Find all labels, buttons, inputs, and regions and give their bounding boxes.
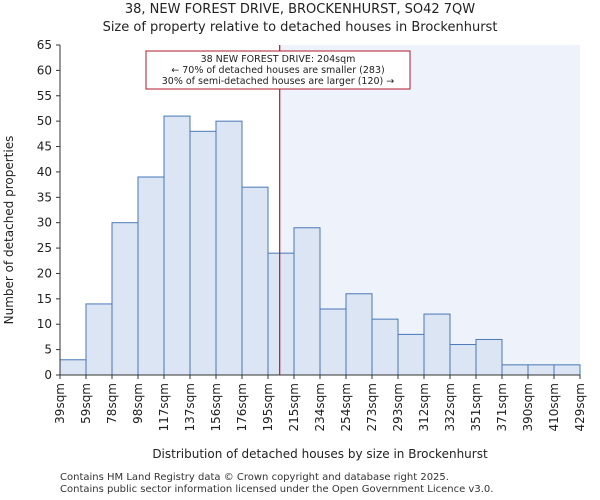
bar-98sqm	[137, 176, 165, 376]
bar-156sqm	[215, 120, 243, 376]
x-tick-label: 137sqm	[183, 383, 197, 431]
y-tick-label: 0	[44, 368, 52, 382]
y-tick-label: 10	[37, 317, 52, 331]
annotation-box	[145, 50, 411, 90]
x-tick-label: 156sqm	[209, 383, 223, 431]
y-tick-label: 35	[37, 190, 52, 204]
y-axis-label: Number of detached properties	[2, 136, 16, 325]
y-tick-label: 25	[37, 241, 52, 255]
chart-subtitle: Size of property relative to detached ho…	[102, 20, 498, 35]
annotation-line-3: 30% of semi-detached houses are larger (…	[162, 76, 395, 87]
y-tick-label: 5	[44, 343, 52, 357]
y-tick-label: 40	[37, 165, 52, 179]
y-tick-label: 50	[37, 114, 52, 128]
bar-351sqm	[475, 338, 503, 376]
bar-78sqm	[111, 222, 139, 376]
bar-215sqm	[293, 227, 321, 376]
x-tick-label: 332sqm	[443, 383, 457, 431]
y-tick-label: 45	[37, 140, 52, 154]
x-tick-label: 293sqm	[391, 383, 405, 431]
bar-332sqm	[449, 344, 477, 376]
bar-137sqm	[189, 130, 217, 376]
bar-273sqm	[371, 318, 399, 376]
x-tick-label: 312sqm	[417, 383, 431, 431]
chart-title: 38, NEW FOREST DRIVE, BROCKENHURST, SO42…	[124, 2, 476, 17]
y-tick-label: 30	[37, 216, 52, 230]
x-tick-label: 351sqm	[469, 383, 483, 431]
y-tick-label: 60	[37, 63, 52, 77]
footer-line-2: Contains public sector information licen…	[60, 484, 494, 495]
bar-117sqm	[163, 115, 191, 376]
x-tick-label: 410sqm	[547, 383, 561, 431]
x-tick-label: 254sqm	[339, 383, 353, 431]
x-tick-label: 117sqm	[157, 383, 171, 431]
annotation-line-2: ← 70% of detached houses are smaller (28…	[171, 65, 384, 76]
bar-254sqm	[345, 293, 373, 376]
y-tick-label: 55	[37, 89, 52, 103]
annotation-line-1: 38 NEW FOREST DRIVE: 204sqm	[201, 54, 356, 65]
bar-59sqm	[85, 303, 113, 376]
x-tick-label: 429sqm	[573, 383, 587, 431]
x-tick-label: 195sqm	[261, 383, 275, 431]
x-tick-label: 273sqm	[365, 383, 379, 431]
x-tick-label: 98sqm	[131, 383, 145, 424]
bar-312sqm	[423, 313, 451, 376]
x-tick-label: 176sqm	[235, 383, 249, 431]
bar-390sqm	[527, 364, 555, 376]
x-tick-label: 371sqm	[495, 383, 509, 431]
bar-293sqm	[397, 333, 425, 376]
y-tick-label: 15	[37, 292, 52, 306]
x-tick-label: 234sqm	[313, 383, 327, 431]
y-tick-label: 20	[37, 266, 52, 280]
x-tick-label: 390sqm	[521, 383, 535, 431]
bar-371sqm	[501, 364, 529, 376]
y-tick-label: 65	[37, 38, 52, 52]
bar-176sqm	[241, 186, 269, 376]
bar-39sqm	[59, 359, 87, 376]
x-axis-label: Distribution of detached houses by size …	[152, 447, 488, 461]
x-tick-label: 215sqm	[287, 383, 301, 431]
chart-plot: 0 5 10 15 20 25 30 35 40 45 50 55 60 65 39sqm 59sqm 78s…	[2, 38, 587, 461]
x-tick-label: 59sqm	[79, 383, 93, 424]
bar-410sqm	[553, 364, 581, 376]
bar-195sqm	[267, 252, 295, 376]
footer-line-1: Contains HM Land Registry data © Crown c…	[60, 472, 449, 483]
x-tick-label: 78sqm	[105, 383, 119, 424]
x-tick-label: 39sqm	[53, 383, 67, 424]
bar-234sqm	[319, 308, 347, 376]
